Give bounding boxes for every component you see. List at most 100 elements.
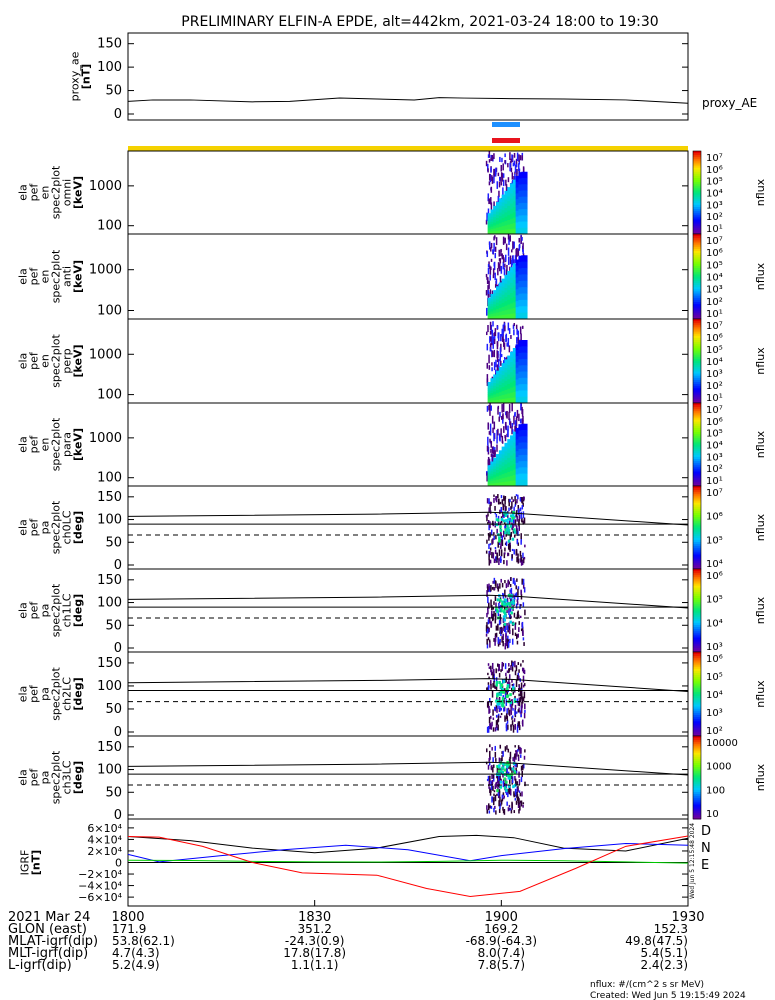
para-panel-band-cell (524, 448, 528, 456)
ch2LC-panel-ylabel-line: ch2LC (61, 677, 74, 711)
ch0LC-panel-speckle (518, 519, 520, 526)
anti-panel-band-cell (510, 272, 514, 279)
ch2LC-panel-speckle (491, 721, 493, 727)
ch1LC-panel-speckle (508, 581, 511, 585)
proxy-ae-trace (127, 97, 689, 104)
anti-panel-colorbar-cell (693, 278, 701, 282)
ch0LC-panel-core-cell (507, 531, 510, 535)
omni-panel-band-cell (501, 214, 506, 219)
ch2LC-panel-colorbar-cell (693, 654, 701, 657)
para-panel-colorbar-cell (693, 471, 701, 475)
proxy-ae-ytick-label: 0 (114, 107, 122, 122)
ch3LC-panel-colorbar-cell (693, 744, 701, 747)
ch3LC-panel-colorbar-cell (693, 812, 701, 816)
perp-panel-colorbar-cell (693, 333, 701, 337)
perp-panel-speckle (508, 345, 511, 353)
ch0LC-panel-speckle (490, 529, 493, 536)
omni-panel-band-cell (521, 215, 525, 223)
anti-panel-speckle (501, 253, 503, 260)
ch3LC-panel-speckle (501, 751, 503, 754)
para-panel-colorbar-cell (693, 479, 701, 483)
para-panel-colorbar-cell (693, 454, 701, 458)
omni-panel-colorbar-cell (693, 157, 701, 160)
ch3LC-panel-speckle (495, 758, 497, 762)
para-panel-speckle (505, 411, 507, 416)
x-row-label: GLON (east) (8, 922, 87, 937)
igrf-panel-ytick-label: 6×10⁴ (87, 822, 122, 835)
ch3LC-panel-speckle (509, 751, 512, 759)
perp-panel-speckle (492, 336, 495, 346)
ch2LC-panel-speckle (506, 670, 509, 673)
ch2LC-panel-speckle (510, 706, 512, 712)
para-panel-band-cell (487, 471, 492, 475)
ch1LC-panel-colorbar-cell (693, 571, 701, 574)
omni-panel-band-cell (510, 223, 514, 230)
ch1LC-panel-ytick-label: 50 (105, 618, 122, 633)
omni-panel-band-cell (510, 228, 514, 235)
ch0LC-panel-core-cell (505, 512, 509, 516)
perp-panel-colorbar-cell (693, 392, 701, 396)
perp-panel-speckle (506, 356, 508, 361)
para-panel-speckle (502, 403, 505, 413)
ch2LC-panel-speckle (517, 709, 520, 713)
omni-panel-band-cell (518, 178, 522, 186)
anti-panel-band-cell (501, 314, 506, 320)
perp-panel-band-cell (515, 355, 520, 363)
para-panel-band-cell (512, 458, 517, 465)
para-panel-colorbar-cell (693, 403, 701, 406)
ch0LC-panel-colorbar-cell (693, 510, 701, 514)
omni-panel-band-cell (515, 181, 520, 189)
ch2LC-panel-speckle (516, 726, 519, 733)
para-panel-colorbar-tick-label: 10³ (706, 452, 723, 463)
para-panel-colorbar-cell (693, 425, 701, 429)
ch1LC-panel-speckle (506, 641, 509, 649)
ch0LC-panel-core-cell (495, 523, 498, 527)
omni-panel-ylabel-line: omni (61, 179, 74, 206)
ch3LC-panel-speckle (488, 786, 490, 789)
anti-panel-speckle (507, 256, 510, 265)
perp-panel-band-cell (501, 395, 506, 400)
para-panel-band-cell (524, 467, 528, 475)
para-panel-band-cell (515, 480, 520, 487)
para-panel-speckle (486, 445, 489, 452)
ch0LC-panel-speckle (489, 559, 492, 564)
anti-panel-band-cell (515, 259, 520, 266)
ch2LC-panel-speckle (508, 667, 511, 672)
omni-panel-band-cell (524, 196, 528, 204)
ch1LC-panel-speckle (507, 584, 509, 588)
ch3LC-panel-speckle (511, 801, 513, 809)
perp-panel-band-cell (487, 398, 492, 402)
ch3LC-panel-colorbar-cell (693, 802, 701, 805)
x-row-value: 171.9 (112, 922, 146, 936)
ch1LC-panel-speckle (519, 603, 521, 610)
omni-panel-speckle (509, 162, 511, 172)
ch0LC-panel-speckle (515, 552, 518, 555)
ch0LC-panel-speckle (520, 533, 522, 540)
omni-panel-band-cell (498, 201, 503, 206)
para-panel-band-cell (498, 457, 503, 462)
ch2LC-panel-core-cell (496, 702, 499, 706)
omni-panel-band-cell (504, 216, 508, 222)
omni-panel-speckle (502, 179, 505, 187)
omni-panel-speckle (507, 163, 509, 168)
para-panel-band-cell (498, 450, 503, 455)
ch0LC-panel-speckle (524, 544, 526, 548)
anti-panel-band-cell (487, 297, 492, 301)
omni-panel-band-cell (498, 198, 503, 203)
perp-panel-speckle (489, 336, 491, 343)
ch3LC-panel-speckle (509, 807, 511, 811)
ch1LC-panel-speckle (508, 610, 510, 616)
ch3LC-panel-speckle (516, 763, 518, 768)
ch3LC-panel-spectrogram (485, 744, 526, 815)
ch0LC-panel-speckle (504, 504, 506, 507)
omni-panel-band-cell (510, 188, 514, 194)
ch2LC-panel-speckle (492, 709, 494, 716)
ch2LC-panel-core-cell (495, 699, 498, 703)
ch3LC-panel-colorbar-cell (693, 777, 701, 781)
omni-panel-band-cell (504, 212, 508, 218)
ch2LC-panel-colorbar-cell (693, 729, 701, 733)
ch1LC-panel-colorbar-cell (693, 610, 701, 614)
anti-panel-speckle (499, 263, 501, 272)
ch0LC-panel-speckle (506, 560, 508, 566)
